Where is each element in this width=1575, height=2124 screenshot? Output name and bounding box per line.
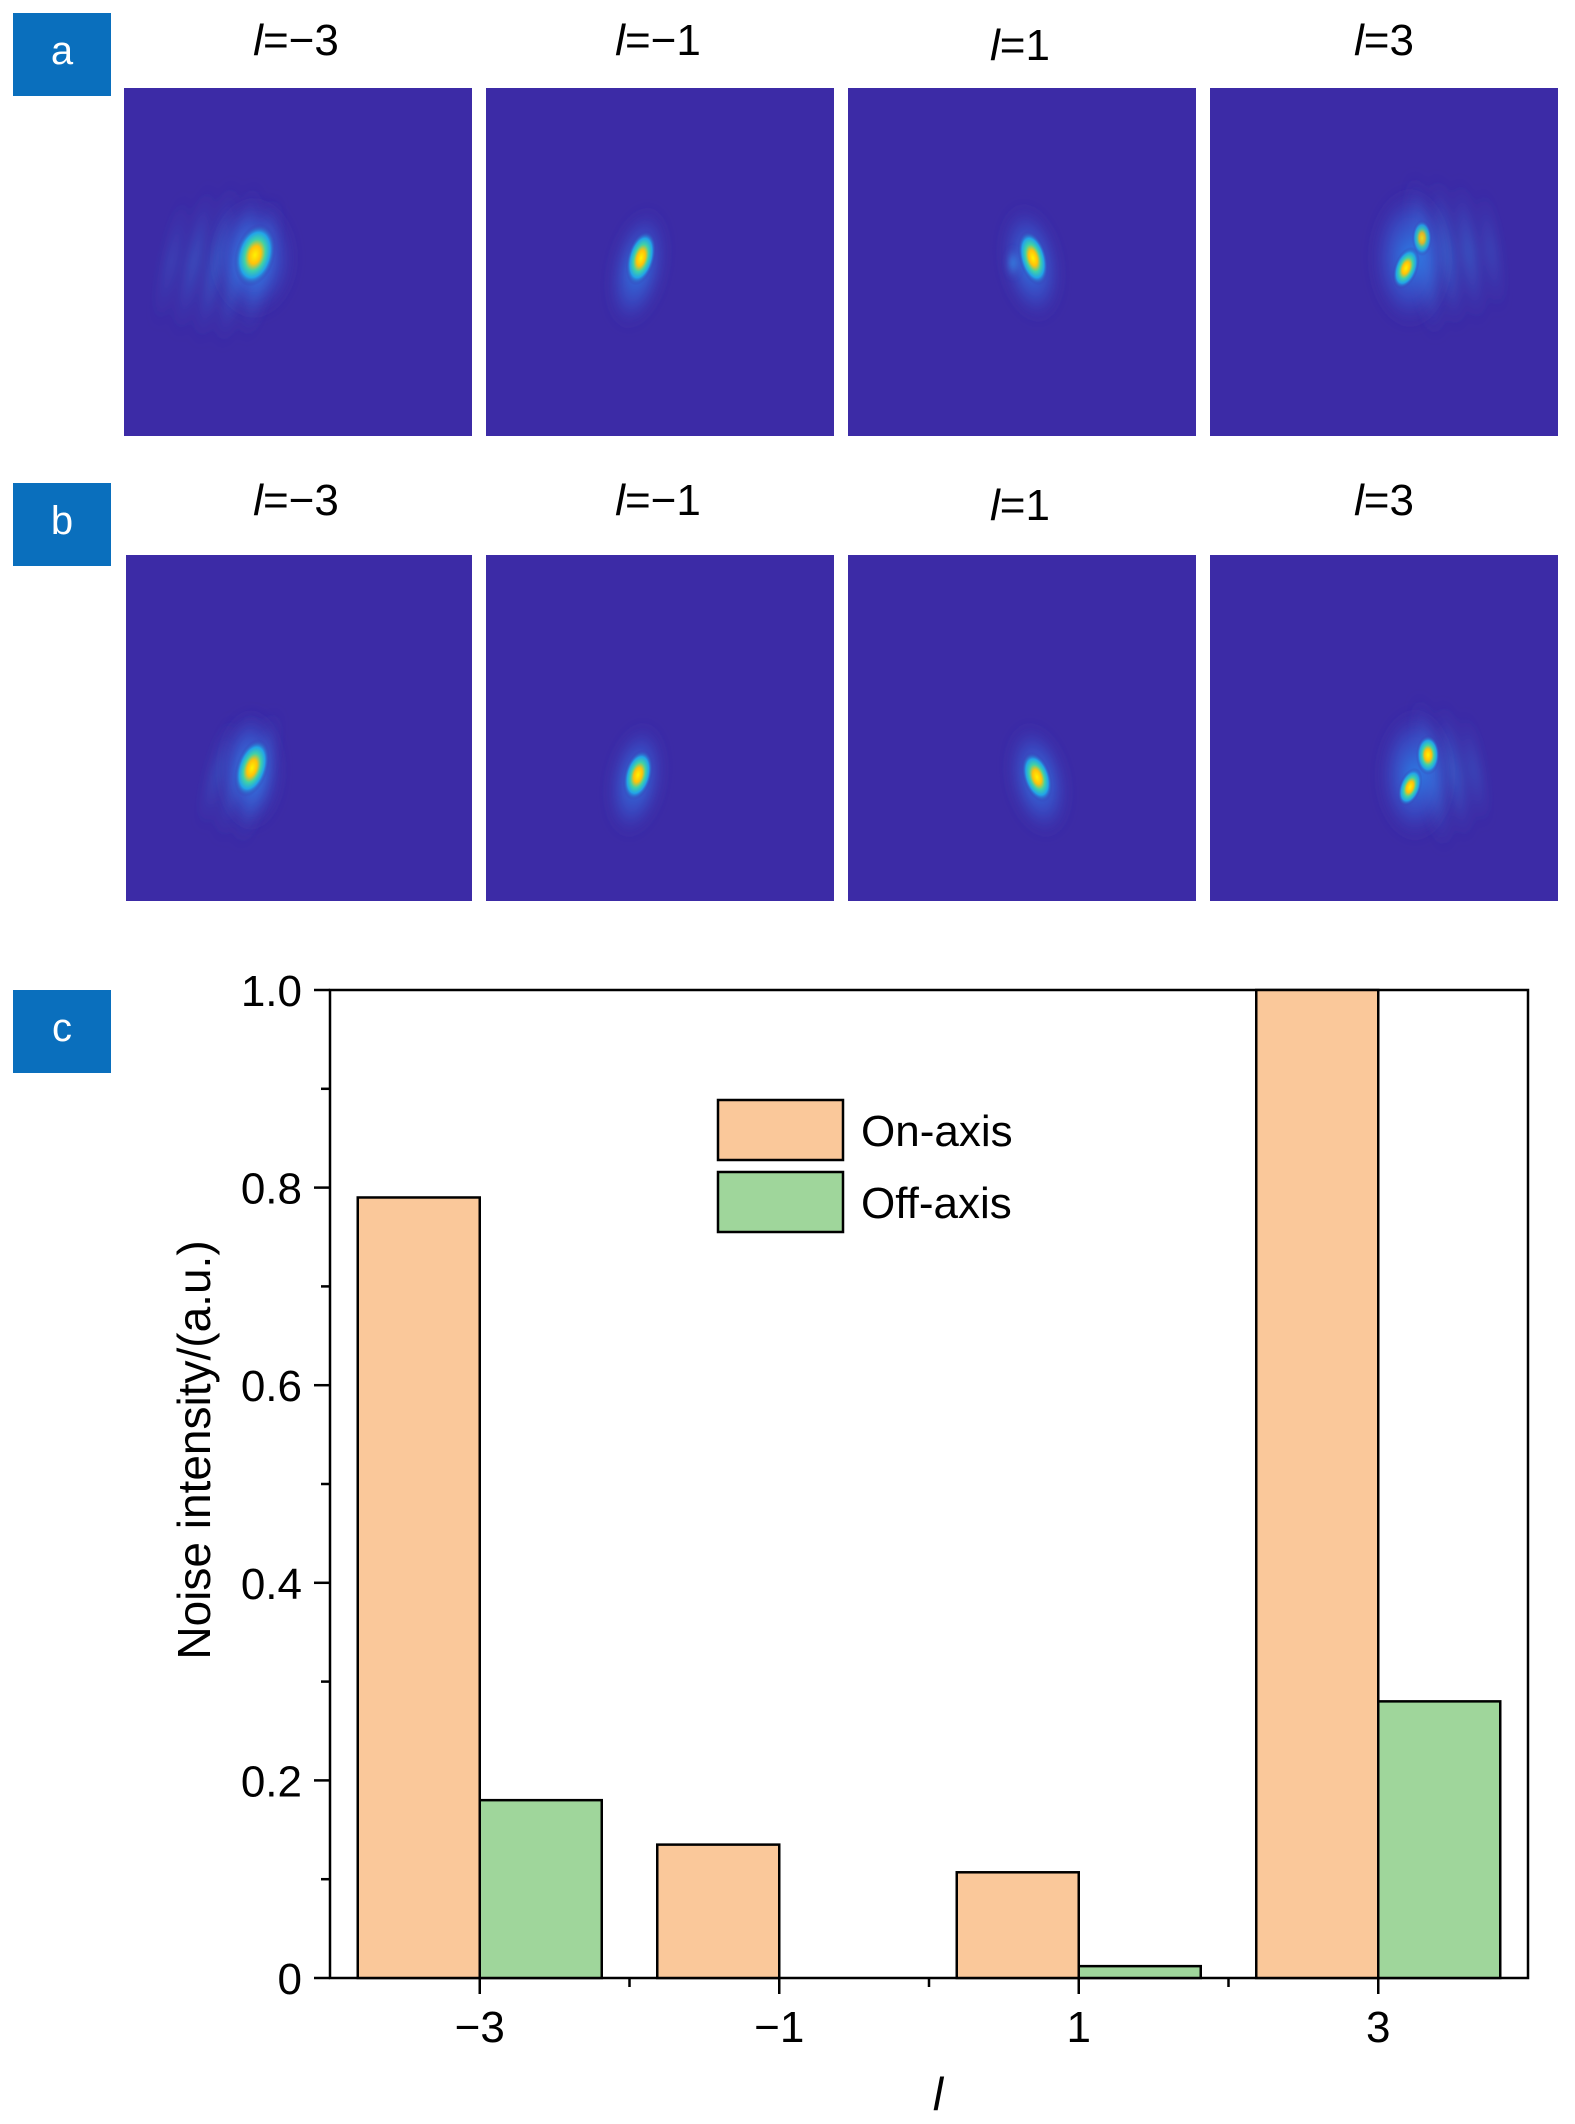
x-axis: −3 −1 1 3 bbox=[455, 1978, 1390, 2052]
panel-c-letter: c bbox=[52, 1006, 72, 1050]
off-axis-bar-3 bbox=[1377, 1700, 1502, 1980]
legend-swatch bbox=[716, 1098, 845, 1162]
row-b-title-1: l=−3 bbox=[253, 476, 339, 525]
row-a-title-1: l=−3 bbox=[253, 16, 339, 65]
row-a-title-3: l=1 bbox=[990, 21, 1050, 70]
on-axis-bar-0 bbox=[356, 1196, 481, 1980]
y-tick-label: 1.0 bbox=[241, 967, 302, 1016]
y-tick-label: 0.4 bbox=[241, 1560, 302, 1609]
bars bbox=[356, 988, 1502, 1980]
panel-c-label: c bbox=[13, 990, 111, 1073]
y-tick-label: 0.8 bbox=[241, 1165, 302, 1214]
x-tick-label: 1 bbox=[1067, 2003, 1091, 2052]
row-b-images bbox=[126, 555, 1558, 901]
row-b-title-3: l=1 bbox=[990, 481, 1050, 530]
bar-chart: 00.20.40.60.81.0 −3 −1 1 3 On-axisOff-axis … bbox=[168, 967, 1530, 2120]
panel-b-label: b bbox=[13, 483, 111, 566]
legend: On-axis Off-axis bbox=[716, 1098, 1013, 1234]
on-axis-bar-3 bbox=[1255, 988, 1380, 1980]
row-a-title-2: l=−1 bbox=[615, 16, 701, 65]
row-b-titles: l=−3 l=−1 l=1 l=3 bbox=[253, 476, 1414, 530]
image-a-l-1 bbox=[848, 88, 1196, 436]
y-tick-label: 0 bbox=[278, 1955, 302, 2004]
panel-a-label: a bbox=[13, 13, 111, 96]
row-a-images bbox=[124, 88, 1558, 436]
image-b-l-1 bbox=[848, 555, 1196, 901]
image-a-l-neg3 bbox=[124, 88, 472, 436]
x-tick-label: −1 bbox=[754, 2003, 804, 2052]
image-b-l-neg1 bbox=[486, 555, 834, 901]
image-b-l-neg3 bbox=[126, 555, 472, 901]
legend-label: Off-axis bbox=[861, 1179, 1012, 1228]
row-b-title-4: l=3 bbox=[1354, 476, 1414, 525]
legend-swatch bbox=[716, 1170, 845, 1234]
legend-label: On-axis bbox=[861, 1107, 1013, 1156]
x-tick-label: −3 bbox=[455, 2003, 505, 2052]
row-a-title-4: l=3 bbox=[1354, 16, 1414, 65]
y-axis-label: Noise intensity/(a.u.) bbox=[168, 1240, 220, 1659]
off-axis-bar-2 bbox=[1077, 1964, 1202, 1980]
off-axis-bar-0 bbox=[478, 1798, 603, 1980]
x-tick-label: 3 bbox=[1366, 2003, 1390, 2052]
row-a-titles: l=−3 l=−1 l=1 l=3 bbox=[253, 16, 1414, 70]
image-a-l-neg1 bbox=[486, 88, 834, 436]
x-axis-label: l bbox=[933, 2068, 945, 2120]
panel-b-letter: b bbox=[51, 499, 73, 543]
on-axis-bar-1 bbox=[656, 1843, 781, 1980]
y-tick-label: 0.2 bbox=[241, 1757, 302, 1806]
y-axis: 0 0.2 0.4 0.6 0.8 1.0 bbox=[241, 967, 330, 2004]
on-axis-bar-2 bbox=[955, 1871, 1080, 1980]
image-a-l-3 bbox=[1210, 88, 1558, 436]
image-b-l-3 bbox=[1210, 555, 1558, 901]
y-tick-label: 0.6 bbox=[241, 1362, 302, 1411]
row-b-title-2: l=−1 bbox=[615, 476, 701, 525]
panel-a-letter: a bbox=[51, 29, 74, 73]
